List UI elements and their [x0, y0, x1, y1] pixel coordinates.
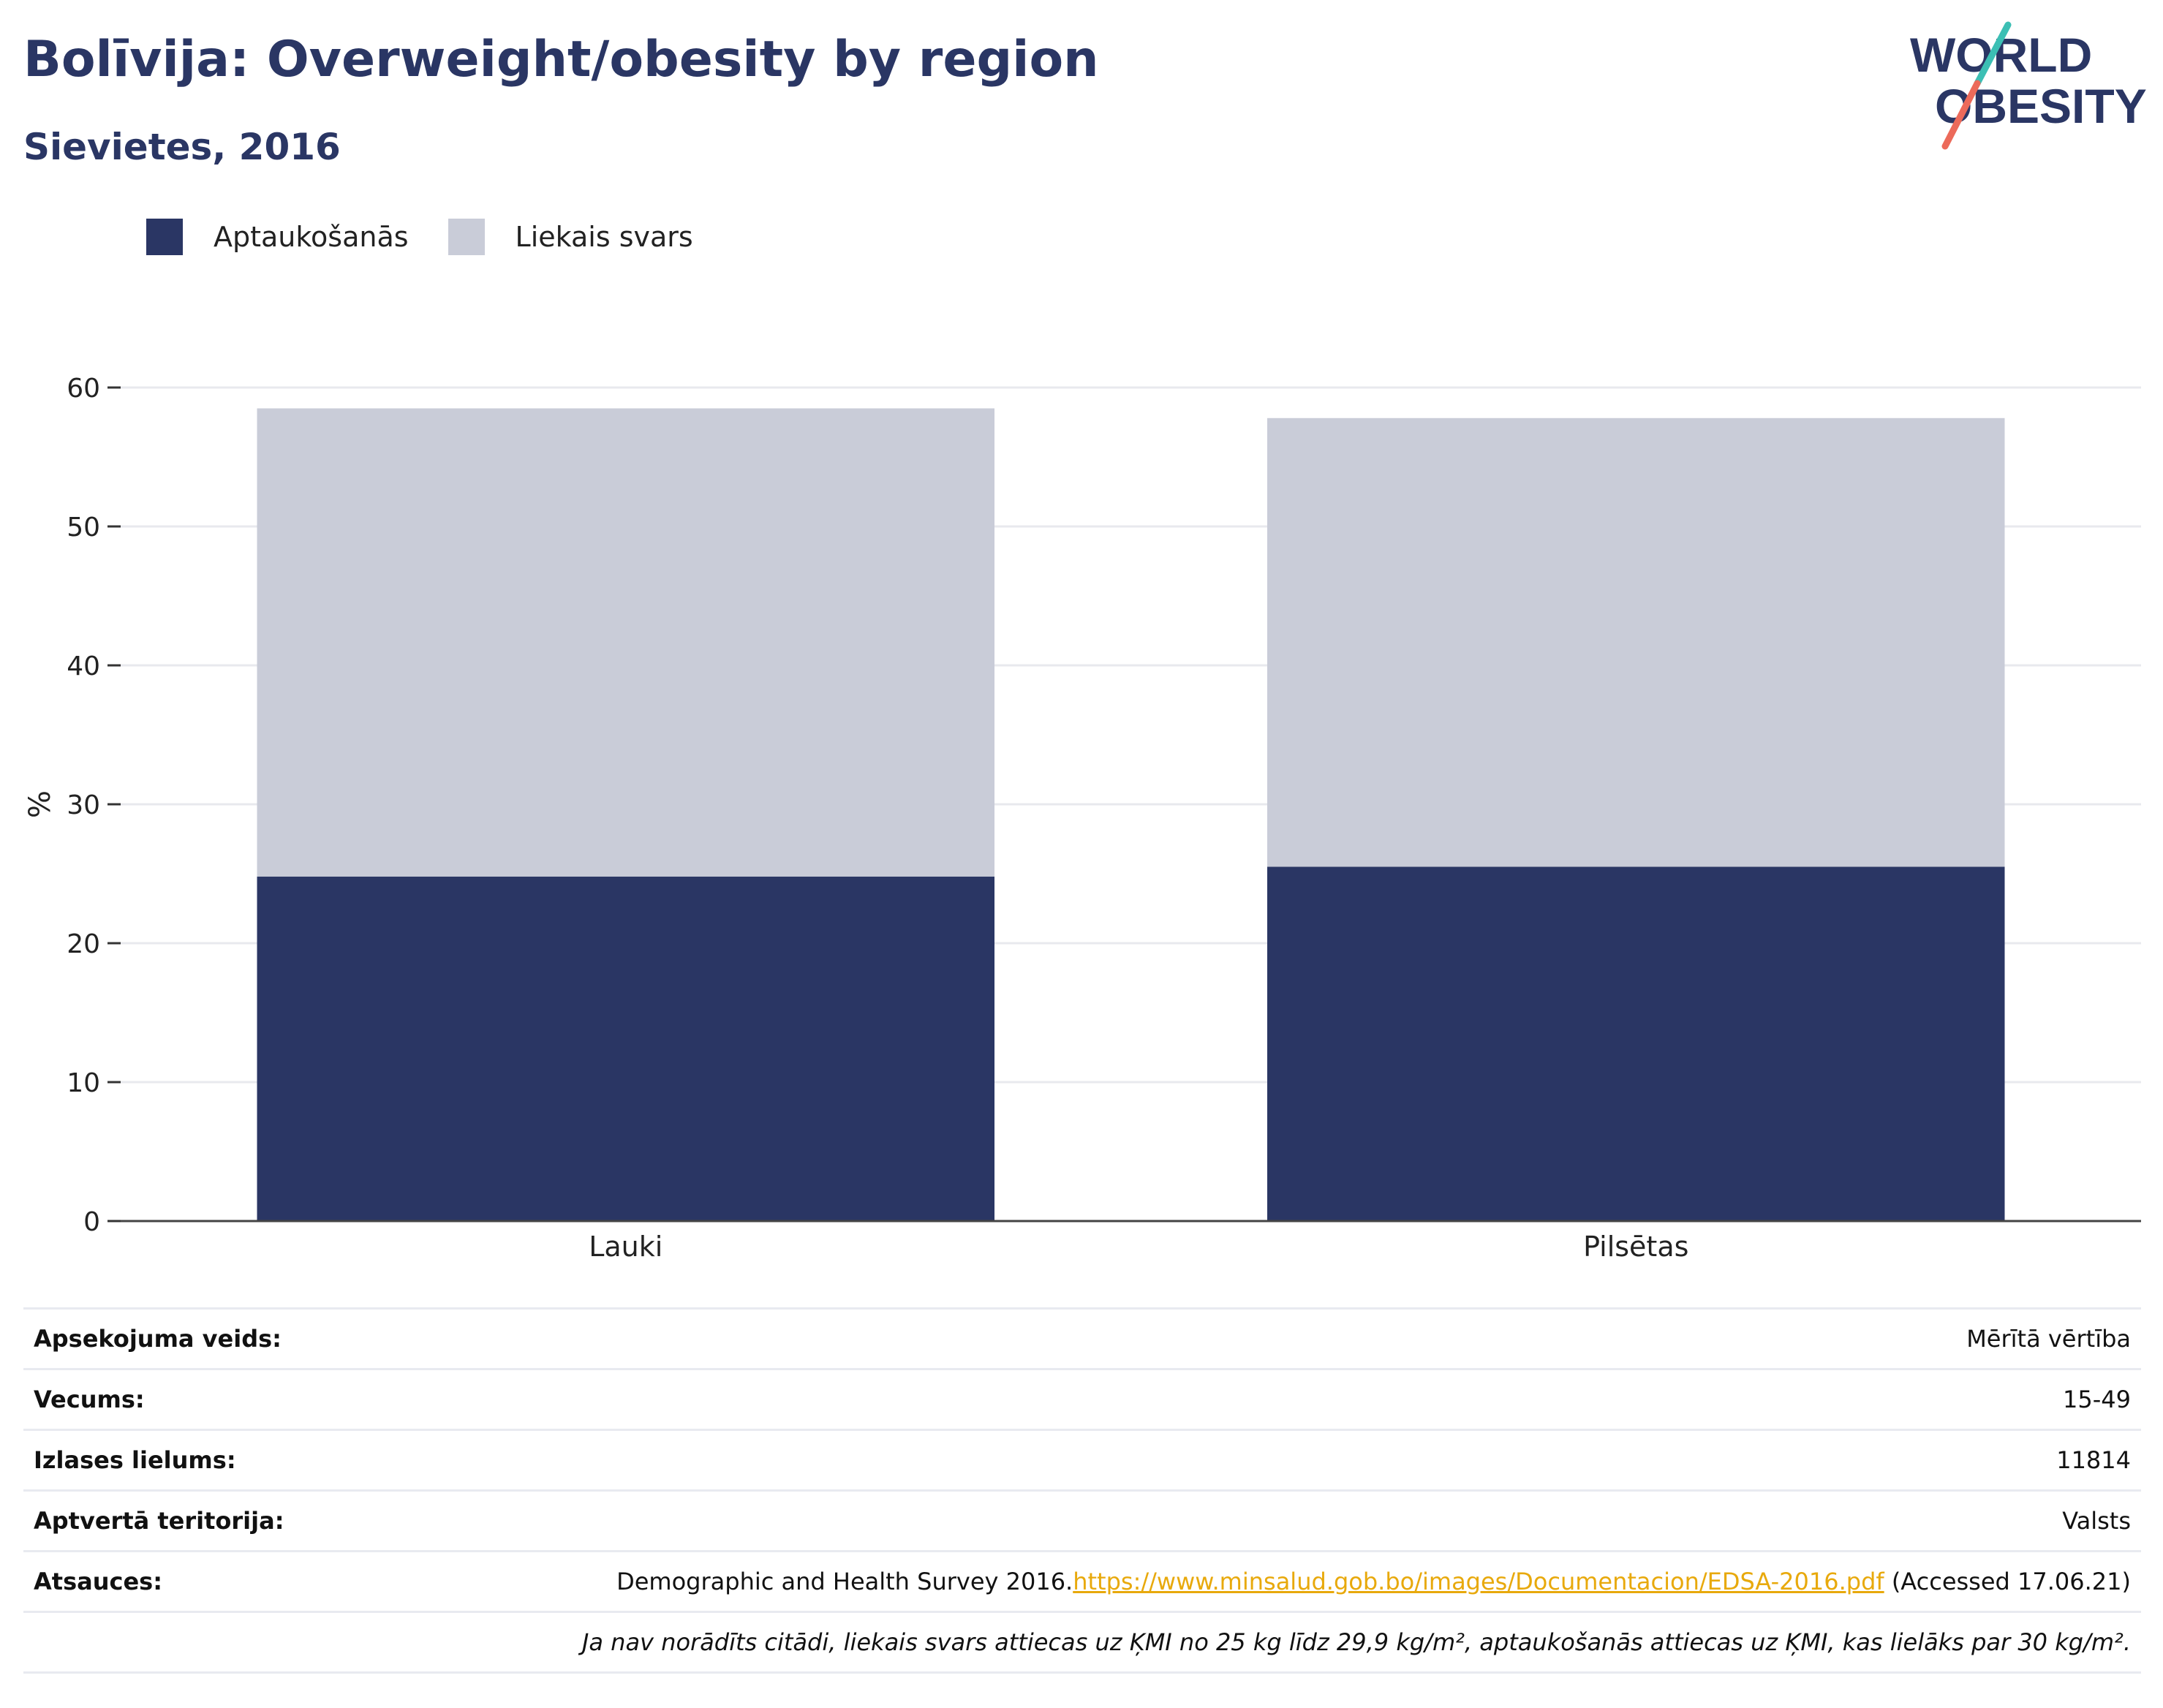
bar-pilsētas-series-0	[1267, 866, 2005, 1221]
info-value-sample-size: 11814	[2056, 1446, 2131, 1474]
y-tick-label-50: 50	[67, 513, 100, 543]
legend-item-obesity[interactable]: Aptaukošanās	[146, 219, 409, 255]
info-value-coverage: Valsts	[2062, 1507, 2131, 1535]
page-subtitle: Sievietes, 2016	[23, 126, 341, 168]
info-footnote: Ja nav norādīts citādi, liekais svars at…	[581, 1628, 2131, 1656]
legend-swatch-obesity	[146, 219, 183, 255]
x-tick-label-0: Lauki	[589, 1231, 663, 1263]
info-row-footnote: Ja nav norādīts citādi, liekais svars at…	[23, 1613, 2141, 1674]
stacked-bar-chart: 0 10 20 30 40 50 60% Lauki Pilsētas	[23, 374, 2141, 1263]
info-key-survey-type: Apsekojuma veids:	[34, 1325, 282, 1353]
y-tick-label-60: 60	[67, 374, 100, 404]
y-tick-label-10: 10	[67, 1068, 100, 1098]
survey-info-table: Apsekojuma veids: Mērītā vērtība Vecums:…	[23, 1307, 2141, 1674]
legend-swatch-overweight	[448, 219, 485, 255]
logo-line2: OBESITY	[1935, 79, 2147, 133]
y-tick-label-0: 0	[83, 1207, 100, 1237]
bar-pilsētas-series-1	[1267, 417, 2005, 867]
info-row-survey-type: Apsekojuma veids: Mērītā vērtība	[23, 1310, 2141, 1370]
y-axis-label: %	[23, 790, 57, 818]
y-tick-label-40: 40	[67, 651, 100, 681]
info-value-references: Demographic and Health Survey 2016.https…	[616, 1568, 2131, 1595]
legend-label-overweight: Liekais svars	[515, 221, 693, 253]
info-key-references: Atsauces:	[34, 1568, 162, 1595]
logo-slash-teal	[1974, 21, 2012, 87]
info-row-references: Atsauces: Demographic and Health Survey …	[23, 1552, 2141, 1613]
bar-lauki-series-1	[257, 408, 994, 877]
y-tick-label-30: 30	[67, 790, 100, 820]
info-row-sample-size: Izlases lielums: 11814	[23, 1431, 2141, 1492]
logo-slash-coral	[1941, 80, 1981, 150]
reference-link[interactable]: https://www.minsalud.gob.bo/images/Docum…	[1073, 1568, 1884, 1595]
legend-label-obesity: Aptaukošanās	[214, 221, 409, 253]
info-row-coverage: Aptvertā teritorija: Valsts	[23, 1492, 2141, 1552]
reference-accessed-text: (Accessed 17.06.21)	[1884, 1568, 2131, 1595]
info-key-age: Vecums:	[34, 1386, 145, 1413]
legend-item-overweight[interactable]: Liekais svars	[448, 219, 693, 255]
reference-source-text: Demographic and Health Survey 2016.	[616, 1568, 1073, 1595]
info-value-survey-type: Mērītā vērtība	[1966, 1325, 2131, 1353]
info-row-age: Vecums: 15-49	[23, 1370, 2141, 1431]
chart-legend: Aptaukošanās Liekais svars	[146, 216, 733, 257]
world-obesity-logo: WORLD OBESITY	[1910, 21, 2147, 150]
bar-lauki-series-0	[257, 876, 994, 1221]
x-tick-label-1: Pilsētas	[1583, 1231, 1688, 1263]
info-key-sample-size: Izlases lielums:	[34, 1446, 236, 1474]
y-tick-label-20: 20	[67, 929, 100, 959]
info-value-age: 15-49	[2063, 1386, 2131, 1413]
info-key-coverage: Aptvertā teritorija:	[34, 1507, 284, 1535]
page-title: Bolīvija: Overweight/obesity by region	[23, 31, 1099, 88]
